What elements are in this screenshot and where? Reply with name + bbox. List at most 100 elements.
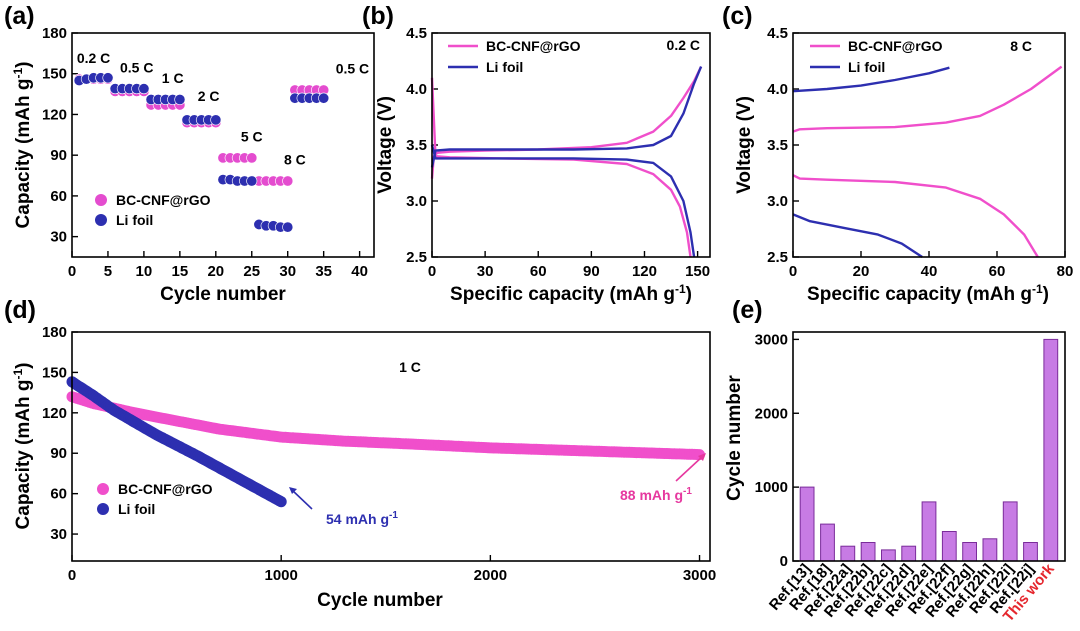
panel-c-xtick-label: 0	[789, 263, 797, 280]
panel-a-point-li-foil	[246, 175, 258, 187]
panel-d-ytick-label: 90	[50, 445, 67, 462]
panel-b-curve-bc-cnf-rgo-charge	[430, 66, 703, 179]
panel-e-bar-ref-13-	[799, 486, 815, 562]
panel-b-ticks: 0 30 60 90 120 150 2.5 3.0 3.5 4.0 4.5	[406, 25, 710, 280]
panel-e-frame	[792, 331, 1066, 562]
panel-a-ytick-label: 30	[50, 229, 67, 246]
panel-d-point-li-foil	[275, 496, 287, 508]
panel-a-point-li-foil	[174, 94, 186, 106]
panel-a-legend: BC-CNF@rGO Li foil	[95, 192, 211, 228]
panel-c-rate-label: 8 C	[1010, 38, 1032, 54]
panel-c-ytick-label: 4.0	[767, 81, 788, 98]
panel-c-ticks: 0 20 40 60 80 2.5 3.0 3.5 4.0 4.5	[767, 25, 1073, 280]
panel-e-label: (e)	[732, 296, 763, 324]
panel-a-point-li-foil	[282, 221, 294, 233]
panel-a-xtick-label: 15	[172, 263, 189, 280]
panel-a-xlabel: Cycle number	[160, 284, 286, 305]
panel-c-ytick-label: 3.5	[767, 137, 788, 154]
panel-e-bar-ref-22j-	[1023, 542, 1038, 562]
panel-e-ytick-label: 0	[780, 553, 788, 570]
panel-d-label: (d)	[4, 296, 36, 324]
bc-cnf-final-arrow	[675, 455, 704, 482]
panel-a-rate-annotations: 0.2 C 0.5 C 1 C 2 C 5 C 8 C 0.5 C	[77, 50, 369, 168]
panel-c-series	[792, 65, 1063, 259]
panel-e-bar-ref-22f-	[941, 531, 957, 562]
panel-a-xtick-label: 0	[68, 263, 76, 280]
panel-a-point-li-foil	[318, 92, 330, 104]
panel-d-xlabel: Cycle number	[317, 590, 443, 611]
panel-a-xtick-label: 25	[243, 263, 260, 280]
panel-e-bar-ref-22e-	[921, 501, 937, 562]
panel-b-xlabel: Specific capacity (mAh g-1)	[450, 282, 692, 305]
panel-c-xtick-label: 60	[989, 263, 1006, 280]
panel-c-xlabel: Specific capacity (mAh g-1)	[807, 282, 1049, 305]
panel-e-bar-ref-18-	[820, 523, 835, 562]
panel-b-xtick-label: 120	[632, 263, 657, 280]
panel-e-ylabel: Cycle number	[724, 375, 745, 501]
panel-d-series	[66, 376, 705, 508]
panel-d-rate-label: 1 C	[399, 359, 421, 375]
panel-e-ytick-label: 2000	[755, 405, 788, 422]
panel-b-legend-label-bc-cnf: BC-CNF@rGO	[486, 38, 581, 54]
panel-b-xtick-label: 30	[477, 263, 494, 280]
panel-c-curve-bc-cnf-rgo-discharge	[792, 174, 1039, 258]
panel-a-point-bc-cnf	[282, 175, 294, 187]
panel-e-ticks: 0 1000 2000 3000	[755, 331, 799, 570]
panel-c-frame	[792, 32, 1066, 258]
panel-b-series	[430, 66, 703, 258]
panel-e-bar-ref-22a-	[840, 545, 856, 562]
panel-a-rate-annotation: 0.5 C	[336, 61, 369, 77]
panel-c-legend: BC-CNF@rGO Li foil	[810, 38, 943, 75]
panel-a-legend-label-li: Li foil	[116, 212, 153, 228]
panel-b-xtick-label: 150	[685, 263, 710, 280]
panel-a-xtick-label: 5	[104, 263, 112, 280]
panel-d-ytick-label: 30	[50, 526, 67, 543]
panel-b-ytick-label: 4.5	[406, 25, 427, 42]
panel-d-legend-marker-bc-cnf	[97, 483, 109, 495]
panel-b-xtick-label: 90	[583, 263, 600, 280]
panel-a-rate-annotation: 0.2 C	[77, 50, 110, 66]
panel-b-legend: BC-CNF@rGO Li foil	[448, 38, 581, 75]
panel-b-curve-li-foil-discharge	[430, 144, 696, 258]
panel-a-label: (a)	[4, 2, 35, 30]
panel-a-point-li-foil	[210, 114, 222, 126]
panel-c: (c) 0 20 40 60 80 2.5 3.0 3.5 4.0 4.5 Specific ca…	[722, 2, 1073, 305]
panel-e-bar-ref-22g-	[962, 542, 978, 562]
panel-d-ytick-label: 180	[42, 324, 67, 341]
panel-e-bar-this-work	[1043, 338, 1059, 562]
panel-a-series	[73, 72, 330, 233]
panel-a-rate-annotation: 5 C	[241, 129, 263, 145]
panel-a-legend-label-bc-cnf: BC-CNF@rGO	[116, 192, 211, 208]
panel-a-xtick-label: 40	[351, 263, 368, 280]
panel-a-ytick-label: 180	[42, 25, 67, 42]
panel-b-label: (b)	[362, 2, 394, 30]
panel-c-ylabel: Voltage (V)	[734, 96, 755, 194]
panel-a-xtick-label: 35	[315, 263, 332, 280]
panel-a-ytick-label: 60	[50, 188, 67, 205]
li-foil-final-capacity: 54 mAh g-1	[326, 510, 398, 527]
panel-b-ytick-label: 3.5	[406, 137, 427, 154]
panel-a-xtick-label: 20	[207, 263, 224, 280]
panel-a-ytick-label: 90	[50, 147, 67, 164]
panel-a-xtick-label: 30	[279, 263, 296, 280]
panel-a-point-li-foil	[138, 83, 150, 95]
panel-e-ytick-label: 1000	[755, 479, 788, 496]
panel-b-curve-bc-cnf-rgo-discharge	[430, 77, 692, 258]
panel-a-ytick-label: 120	[42, 106, 67, 123]
panel-a-frame	[71, 32, 375, 258]
bc-cnf-final-capacity: 88 mAh g-1	[620, 486, 692, 503]
panel-c-ytick-label: 3.0	[767, 193, 788, 210]
panel-d-xtick-label: 0	[68, 567, 76, 584]
panel-e-bar-ref-22h-	[982, 538, 998, 562]
panel-c-ytick-label: 4.5	[767, 25, 788, 42]
panel-d-callouts: 54 mAh g-1 88 mAh g-1	[289, 453, 706, 527]
panel-d-ylabel: Capacity (mAh g-1)	[11, 363, 34, 530]
panel-d-xtick-label: 2000	[474, 567, 507, 584]
panel-b-ylabel: Voltage (V)	[375, 96, 396, 194]
panel-d-legend-marker-li	[97, 503, 109, 515]
panel-d-xtick-label: 3000	[683, 567, 716, 584]
panel-a-xtick-label: 10	[136, 263, 153, 280]
panel-c-ytick-label: 2.5	[767, 249, 788, 266]
